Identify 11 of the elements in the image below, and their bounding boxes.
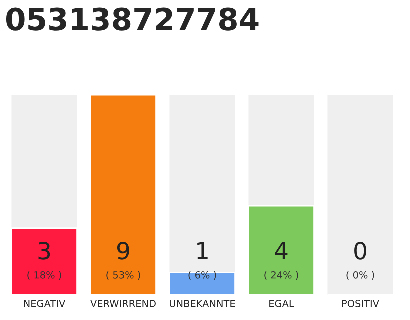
chart-title: 053138727784 [6, 8, 259, 31]
x-tick-label: NEGATIV [24, 300, 66, 308]
data-label: 9 ( 53% ) [106, 242, 140, 280]
x-tick-label: UNBEKANNTE [170, 300, 236, 308]
data-label: 4 ( 24% ) [264, 242, 298, 280]
data-label: 0 ( 0% ) [346, 242, 374, 280]
data-label: 1 ( 6% ) [188, 242, 216, 280]
x-tick-label: POSITIV [342, 300, 380, 308]
x-tick-label: VERWIRREND [90, 300, 156, 308]
x-tick-label: EGAL [270, 300, 294, 308]
data-label: 3 ( 18% ) [28, 242, 62, 280]
